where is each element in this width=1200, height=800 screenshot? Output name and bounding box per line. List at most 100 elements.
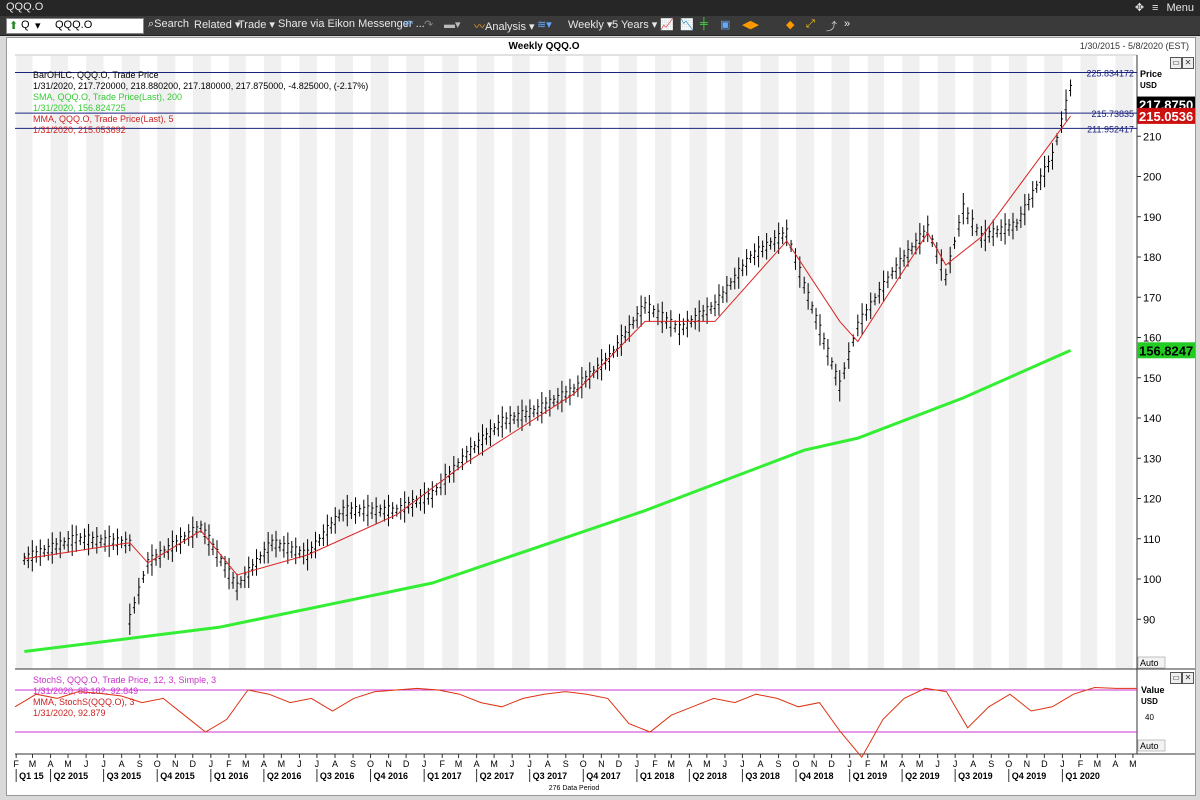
month-band xyxy=(157,56,176,669)
analysis-icon: 〰 xyxy=(474,21,485,33)
y-tick-label: 120 xyxy=(1143,494,1161,506)
hline-label: 211.952417 xyxy=(1087,124,1134,134)
panel-minimize-icon[interactable]: ▭ xyxy=(1170,57,1182,69)
month-band xyxy=(867,56,885,669)
trade-button[interactable]: Trade ▾ xyxy=(238,19,275,31)
price-chart[interactable]: Weekly QQQ.O 1/30/2015 - 5/8/2020 (EST) … xyxy=(7,38,1195,795)
share-chart-icon[interactable]: ⤴ xyxy=(826,21,837,33)
month-label: J xyxy=(953,759,958,769)
y-tick-label: 210 xyxy=(1143,131,1161,143)
y-tick-label: 130 xyxy=(1143,453,1161,465)
y-tick-label: 90 xyxy=(1143,614,1155,626)
line-chart-icon[interactable]: 📈 xyxy=(660,19,674,31)
price-label: Price xyxy=(1140,69,1162,79)
zoom-icon[interactable]: ◆ xyxy=(786,19,795,31)
stoch-close-icon[interactable]: ✕ xyxy=(1182,672,1194,684)
quarter-label: Q1 2018 xyxy=(640,771,675,781)
month-label: F xyxy=(652,759,658,769)
month-label: J xyxy=(1060,759,1065,769)
month-band xyxy=(16,56,33,669)
quarter-label: Q2 2019 xyxy=(905,771,940,781)
chart-window: Weekly QQQ.O 1/30/2015 - 5/8/2020 (EST) … xyxy=(6,37,1196,796)
month-label: J xyxy=(101,759,106,769)
month-label: A xyxy=(757,759,763,769)
quarter-label: Q4 2016 xyxy=(374,771,409,781)
analysis-button[interactable]: 〰Analysis ▾ xyxy=(474,21,535,33)
month-label: J xyxy=(422,759,427,769)
month-label: A xyxy=(545,759,551,769)
month-label: N xyxy=(811,759,818,769)
auto-scale-button[interactable] xyxy=(1137,656,1166,669)
expand-icon[interactable]: ▣ xyxy=(720,19,731,31)
sma-200-line xyxy=(24,349,1072,653)
scroll-left-icon[interactable]: ◀▶ xyxy=(742,19,759,31)
month-band xyxy=(760,56,779,669)
share-button[interactable]: Share via Eikon Messenger ... xyxy=(278,18,425,30)
stoch-tick-40: 40 xyxy=(1145,713,1154,722)
auto-scale-label: Auto xyxy=(1140,658,1159,668)
month-label: N xyxy=(598,759,605,769)
undo-icon[interactable]: ↶ xyxy=(404,19,414,31)
month-band xyxy=(902,56,920,669)
menu-button[interactable]: Menu xyxy=(1166,1,1194,14)
folder-icon[interactable]: ▬▾ xyxy=(444,19,461,31)
month-label: J xyxy=(635,759,640,769)
month-band xyxy=(86,56,104,669)
quarter-label: Q4 2015 xyxy=(160,771,195,781)
quarter-label: Q2 2015 xyxy=(54,771,89,781)
stoch-minimize-icon[interactable]: ▭ xyxy=(1170,672,1182,684)
menu-icon[interactable]: ≡ xyxy=(1152,1,1159,14)
month-label: A xyxy=(1112,759,1118,769)
month-label: S xyxy=(776,759,782,769)
month-band xyxy=(654,56,672,669)
chevron-down-icon[interactable]: ▾ xyxy=(35,20,41,32)
stoch-auto-button[interactable] xyxy=(1137,739,1166,752)
arrow-up-icon: ⬆ xyxy=(9,20,19,32)
search-button[interactable]: ⌕Search xyxy=(148,18,190,30)
quarter-label: Q3 2018 xyxy=(745,771,780,781)
month-label: N xyxy=(1024,759,1031,769)
month-band xyxy=(724,56,743,669)
month-band xyxy=(547,56,566,669)
month-label: A xyxy=(474,759,480,769)
month-label: J xyxy=(527,759,532,769)
month-band xyxy=(1008,56,1027,669)
quarter-label: Q1 15 xyxy=(19,771,44,781)
related-button[interactable]: Related ▾ xyxy=(194,19,241,31)
stoch-legend-entry: 1/31/2020, 92.879 xyxy=(33,708,106,718)
month-label: O xyxy=(154,759,161,769)
range-select[interactable]: 5 Years ▾ xyxy=(612,19,658,31)
quarter-label: Q2 2016 xyxy=(267,771,302,781)
month-band xyxy=(50,56,69,669)
month-label: M xyxy=(1094,759,1102,769)
month-label: J xyxy=(847,759,852,769)
panel-close-icon[interactable]: ✕ xyxy=(1182,57,1194,69)
month-band xyxy=(476,56,495,669)
crosshair-icon[interactable]: ╪ xyxy=(700,18,708,30)
fit-icon[interactable]: ⤢ xyxy=(806,18,815,30)
month-label: M xyxy=(29,759,37,769)
interval-select[interactable]: Weekly ▾ xyxy=(568,19,613,31)
legend-entry: MMA, QQQ.O, Trade Price(Last), 5 xyxy=(33,114,174,124)
redo-icon[interactable]: ↷ xyxy=(424,19,434,31)
month-label: O xyxy=(793,759,800,769)
quarter-label: Q2 2018 xyxy=(692,771,727,781)
month-label: J xyxy=(84,759,89,769)
y-tick-label: 190 xyxy=(1143,212,1161,224)
pin-icon[interactable]: ✥ xyxy=(1134,2,1145,14)
month-label: D xyxy=(403,759,410,769)
stoch-legend-entry: StochS, QQQ.O, Trade Price, 12, 3, Simpl… xyxy=(33,675,216,685)
more-icon[interactable]: » xyxy=(844,18,851,30)
month-label: O xyxy=(1005,759,1012,769)
quarter-label: Q4 2019 xyxy=(1012,771,1047,781)
ric-input[interactable]: ⬆ Q ▾ QQQ.O xyxy=(6,18,144,34)
quarter-label: Q3 2015 xyxy=(107,771,142,781)
month-label: M xyxy=(668,759,676,769)
price-badge-label: 156.8247 xyxy=(1139,343,1193,358)
bar-chart-icon[interactable]: 📉 xyxy=(680,19,694,31)
quarter-label: Q4 2017 xyxy=(586,771,621,781)
chart-type-icon[interactable]: ≋▾ xyxy=(537,19,552,31)
window-title: QQQ.O xyxy=(6,1,44,13)
stoch-legend-entry: 1/31/2020, 88.182, 92.849 xyxy=(33,686,138,696)
month-label: M xyxy=(880,759,888,769)
